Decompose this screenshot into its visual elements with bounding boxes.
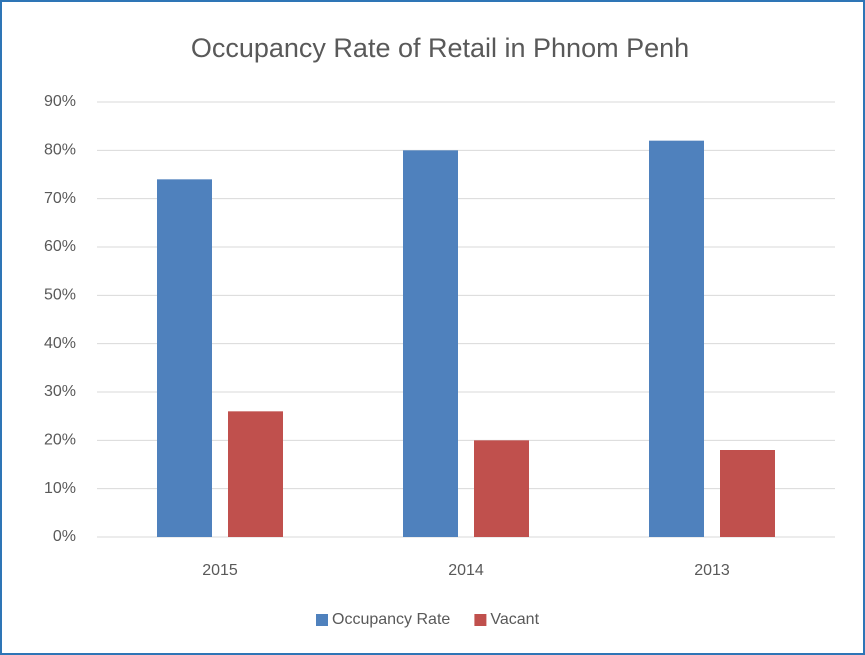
y-tick-label: 50% [44, 287, 76, 304]
bar [474, 440, 529, 537]
y-tick-label: 0% [53, 528, 76, 545]
y-tick-label: 20% [44, 432, 76, 449]
legend-label: Vacant [490, 611, 539, 628]
legend-swatch [474, 614, 487, 626]
y-tick-label: 80% [44, 142, 76, 159]
y-tick-label: 60% [44, 238, 76, 255]
bar [403, 150, 458, 538]
bar [720, 450, 775, 537]
y-tick-label: 90% [44, 93, 76, 110]
y-tick-label: 40% [44, 335, 76, 352]
y-tick-label: 30% [44, 383, 76, 400]
bar [228, 411, 283, 537]
bar [649, 140, 704, 537]
legend-swatch [316, 614, 328, 626]
x-tick-label: 2013 [694, 562, 730, 579]
y-tick-label: 70% [44, 190, 76, 207]
legend-label: Occupancy Rate [332, 611, 450, 628]
y-tick-label: 10% [44, 480, 76, 497]
x-tick-label: 2014 [448, 562, 484, 579]
chart-title: Occupancy Rate of Retail in Phnom Penh [191, 33, 689, 63]
bar [157, 179, 212, 538]
x-tick-label: 2015 [202, 562, 238, 579]
